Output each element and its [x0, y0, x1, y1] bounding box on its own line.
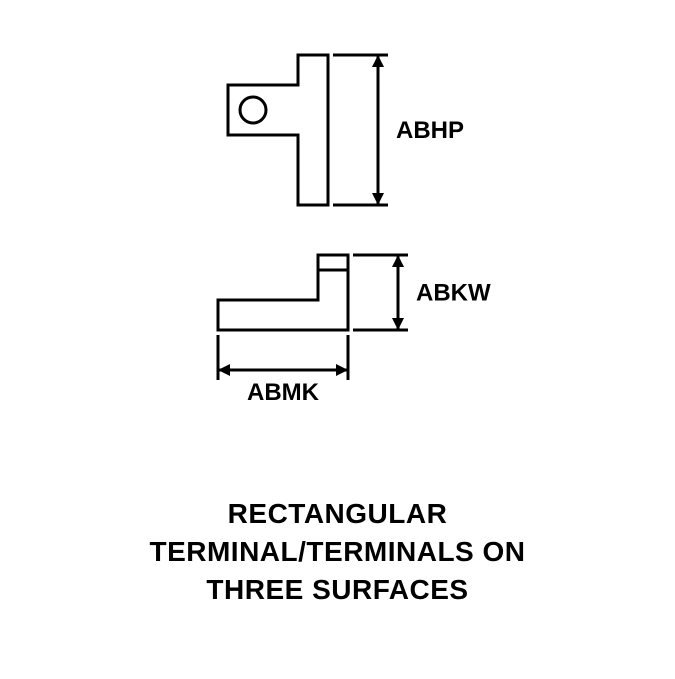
label-abmk: ABMK: [247, 379, 320, 406]
technical-diagram: ABHP ABKW ABMK: [138, 30, 538, 470]
arrowhead: [392, 255, 404, 267]
hole-icon: [240, 97, 266, 123]
caption-line-3: THREE SURFACES: [0, 571, 675, 609]
caption-line-2: TERMINAL/TERMINALS ON: [0, 533, 675, 571]
arrowhead: [372, 55, 384, 67]
arrowhead: [336, 364, 348, 376]
label-abhp: ABHP: [396, 117, 464, 144]
arrowhead: [392, 318, 404, 330]
caption: RECTANGULAR TERMINAL/TERMINALS ON THREE …: [0, 495, 675, 608]
label-abkw: ABKW: [416, 280, 491, 307]
bottom-view-outline: [218, 255, 348, 330]
top-view-outline: [228, 55, 328, 205]
caption-line-1: RECTANGULAR: [0, 495, 675, 533]
arrowhead: [372, 193, 384, 205]
diagram-svg: ABHP ABKW ABMK: [138, 30, 538, 470]
arrowhead: [218, 364, 230, 376]
